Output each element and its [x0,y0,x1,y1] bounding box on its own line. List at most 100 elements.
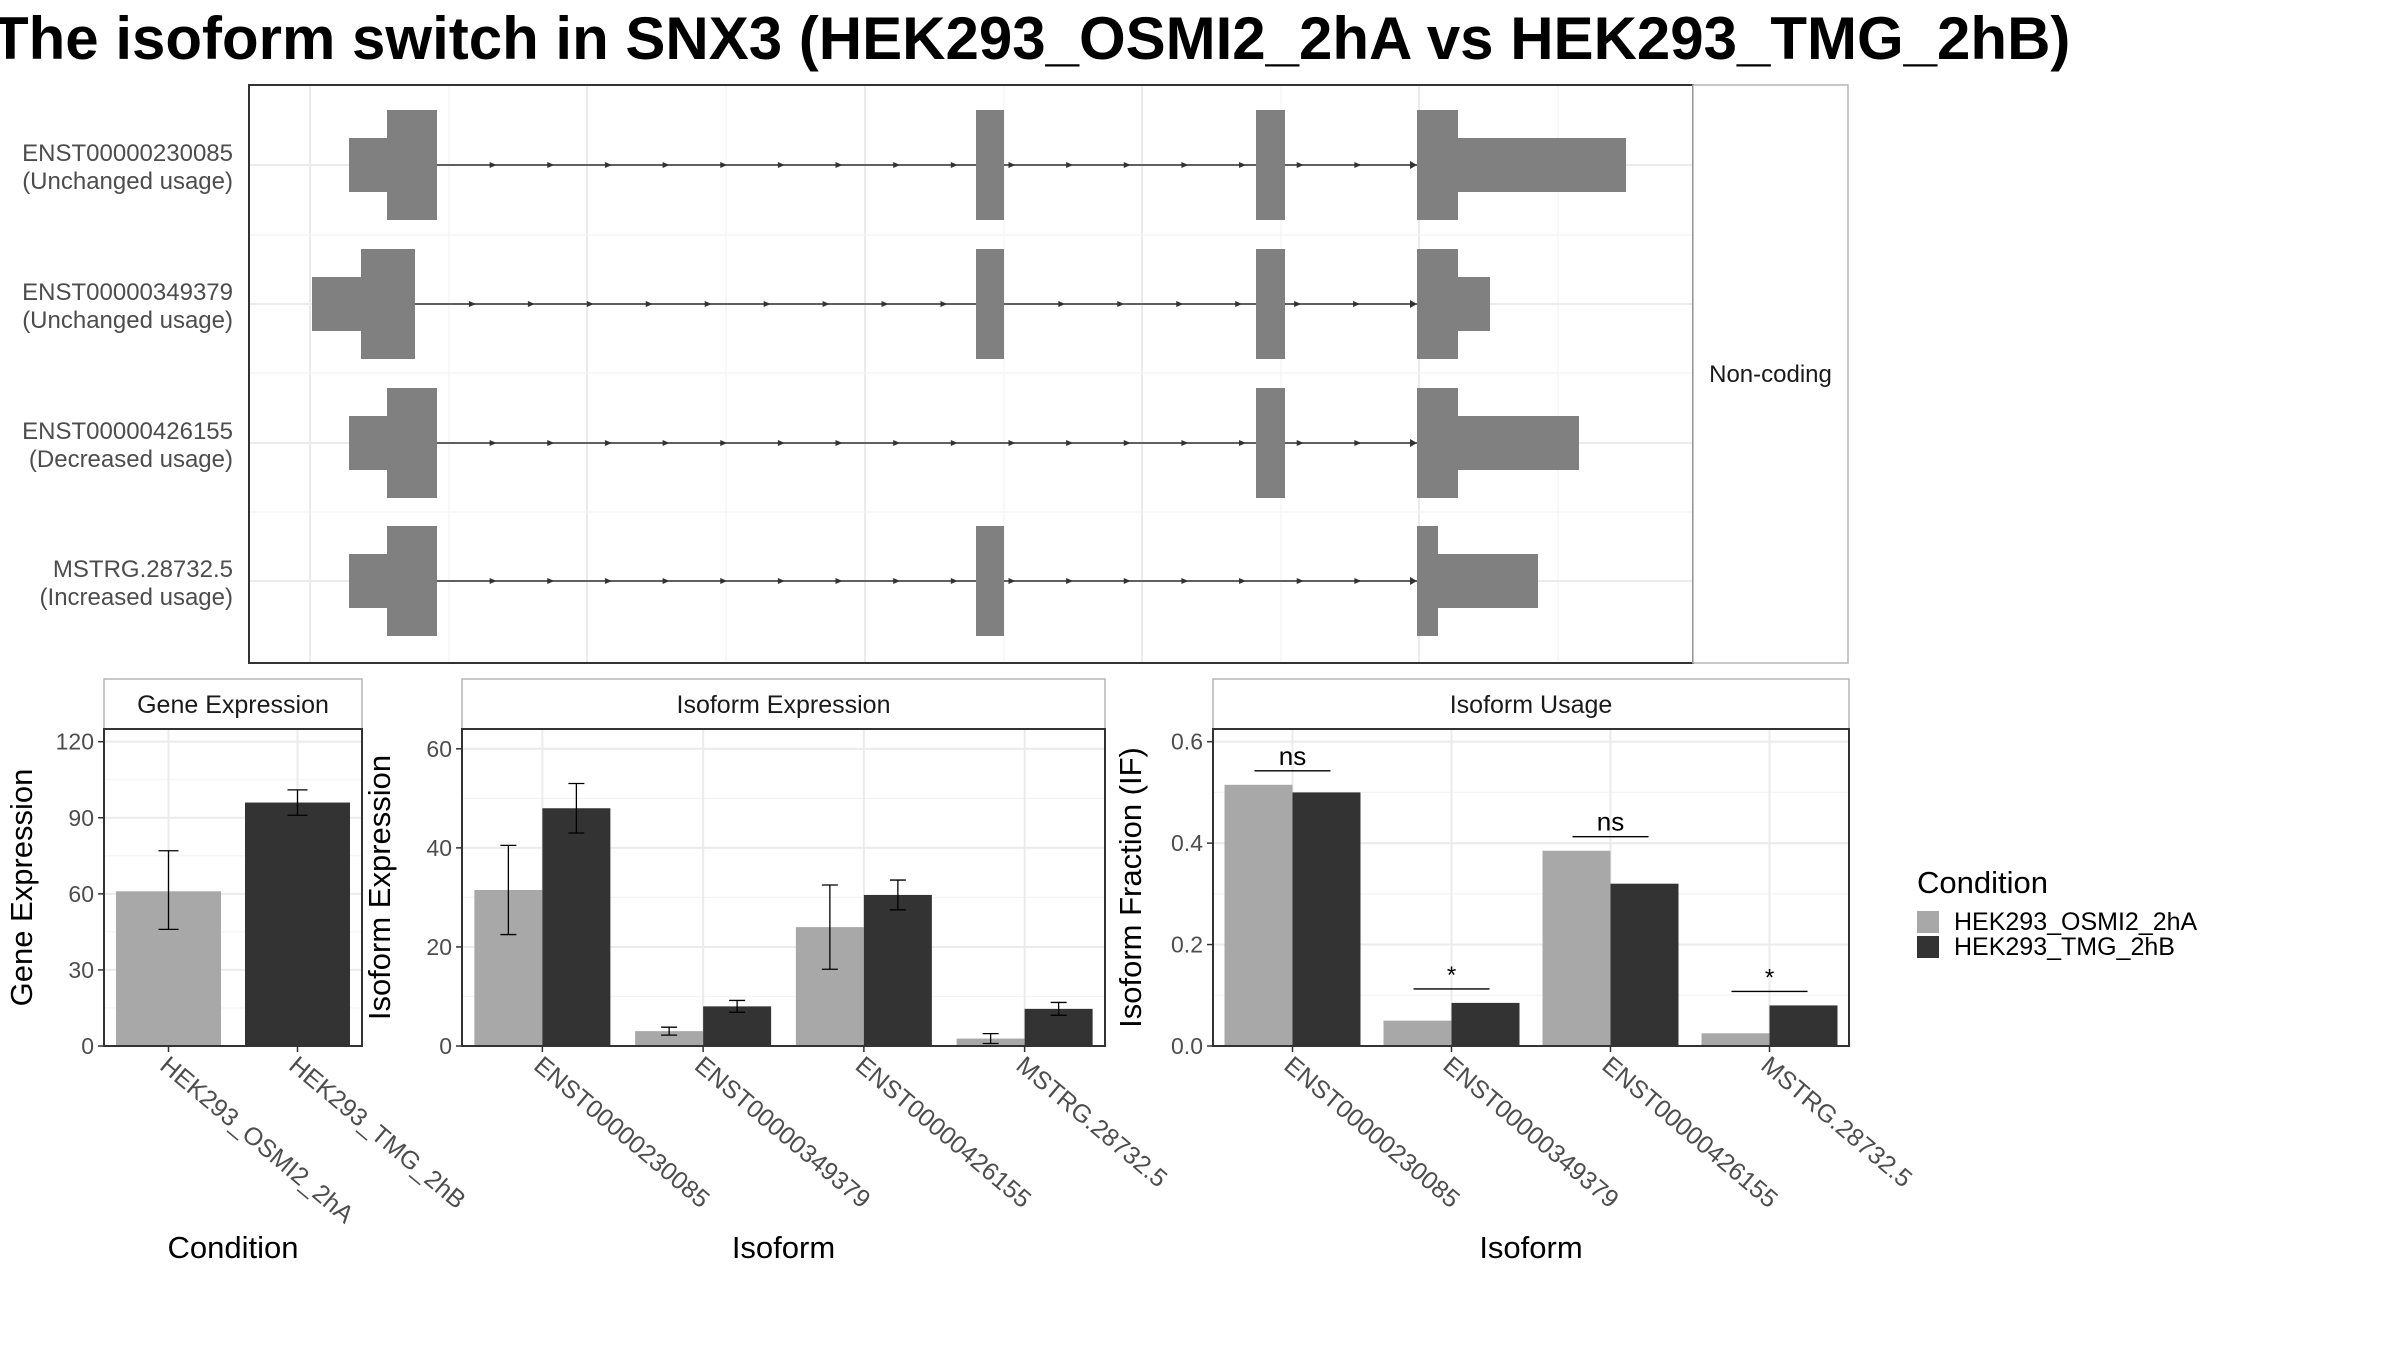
strand-arrow [604,578,612,584]
strand-arrow [893,578,901,584]
coding-exon [1417,249,1458,359]
strand-arrow [604,440,612,446]
coding-exon [976,249,1004,359]
panel-strip [1212,678,1850,730]
transcript-model [349,526,1538,636]
y-tick-label: 0.6 [1171,729,1203,755]
coding-exon [1417,110,1458,220]
strand-arrow [1181,578,1189,584]
strand-arrow [1239,440,1247,446]
strand-arrow [720,578,728,584]
strand-arrow [662,162,670,168]
y-tick-label: 60 [426,736,452,762]
strand-arrow [1296,440,1304,446]
legend-label: HEK293_TMG_2hB [1954,933,2175,961]
x-tick-label: ENST00000230085 [1279,1051,1465,1214]
y-tick-label: 30 [68,957,94,983]
coding-exon [387,110,437,220]
bar [1292,792,1361,1046]
coding-exon [976,526,1004,636]
coding-exon [1417,526,1438,636]
strand-arrow [489,578,497,584]
strand-arrow [1410,161,1417,169]
bar-chart-panel: Isoform Usage 0.0 0.2 0.4 0.6 ns * ns * ENST00000… [1113,678,1918,1265]
strand-arrow [662,440,670,446]
strand-arrow [763,301,771,307]
strand-arrow [1235,301,1243,307]
bar [703,1006,772,1046]
strand-arrow [777,162,785,168]
strand-arrow [1296,578,1304,584]
strand-arrow [547,578,555,584]
x-axis-title: Isoform [1479,1230,1582,1265]
facet-strip [1692,84,1849,664]
strand-arrow [835,440,843,446]
y-axis-title: Gene Expression [4,769,39,1007]
strand-arrow [468,301,476,307]
strand-arrow [704,301,712,307]
coding-exon [1256,249,1285,359]
strand-arrow [1176,301,1184,307]
panel-title: Isoform Usage [1450,691,1613,719]
strand-arrow [1239,162,1247,168]
strand-arrow [881,301,889,307]
x-tick-label: ENST00000426155 [1597,1051,1783,1214]
bar [635,1031,704,1046]
bar [245,802,350,1046]
strand-arrow [527,301,535,307]
y-tick-label: 0 [439,1033,452,1059]
panel-border [103,728,363,1047]
x-tick-label: ENST00000349379 [1438,1051,1624,1214]
bar-chart-panel: Isoform Expression 0 20 40 60 ENST00000230085… [362,678,1173,1265]
strand-arrow [720,440,728,446]
transcript-id-label: MSTRG.28732.5 [53,556,233,583]
strand-arrow [1354,162,1362,168]
strand-arrow [1066,440,1074,446]
transcript-usage-label: (Decreased usage) [29,446,233,473]
strand-arrow [1123,578,1131,584]
significance-label: ns [1279,741,1306,771]
panel-title: Gene Expression [137,691,329,719]
panel-title: Isoform Expression [677,691,891,719]
bar [542,808,611,1046]
strand-arrow [1410,577,1417,585]
strand-arrow [1410,439,1417,447]
y-tick-label: 0.0 [1171,1033,1203,1059]
strand-arrow [1123,162,1131,168]
strand-arrow [1066,162,1074,168]
utr-exon [1458,416,1579,470]
transcript-usage-label: (Unchanged usage) [22,168,233,195]
strand-arrow [950,578,958,584]
y-tick-label: 0.2 [1171,932,1203,958]
bar [1769,1005,1838,1046]
transcript-model [312,249,1490,359]
strand-arrow [1296,162,1304,168]
strand-arrow [1181,162,1189,168]
strand-arrow [1008,162,1016,168]
strand-arrow [1354,578,1362,584]
legend-title: Condition [1917,865,2048,900]
transcript-model [349,110,1626,220]
utr-exon [312,277,361,331]
strand-arrow [1239,578,1247,584]
x-axis-title: Isoform [732,1230,835,1265]
utr-exon [349,416,387,470]
strand-arrow [893,162,901,168]
significance-label: ns [1597,807,1624,837]
strand-arrow [777,440,785,446]
x-tick-label: ENST00000426155 [850,1051,1036,1214]
coding-exon [1256,388,1285,498]
strand-arrow [547,440,555,446]
x-tick-label: MSTRG.28732.5 [1756,1051,1918,1193]
x-tick-label: ENST00000230085 [529,1051,715,1214]
y-tick-label: 0.4 [1171,830,1203,856]
strand-arrow [1123,440,1131,446]
x-tick-label: MSTRG.28732.5 [1011,1051,1173,1193]
y-axis-title: Isoform Expression [362,755,397,1020]
strand-arrow [662,578,670,584]
strand-arrow [950,440,958,446]
strand-arrow [1058,301,1066,307]
strand-arrow [893,440,901,446]
